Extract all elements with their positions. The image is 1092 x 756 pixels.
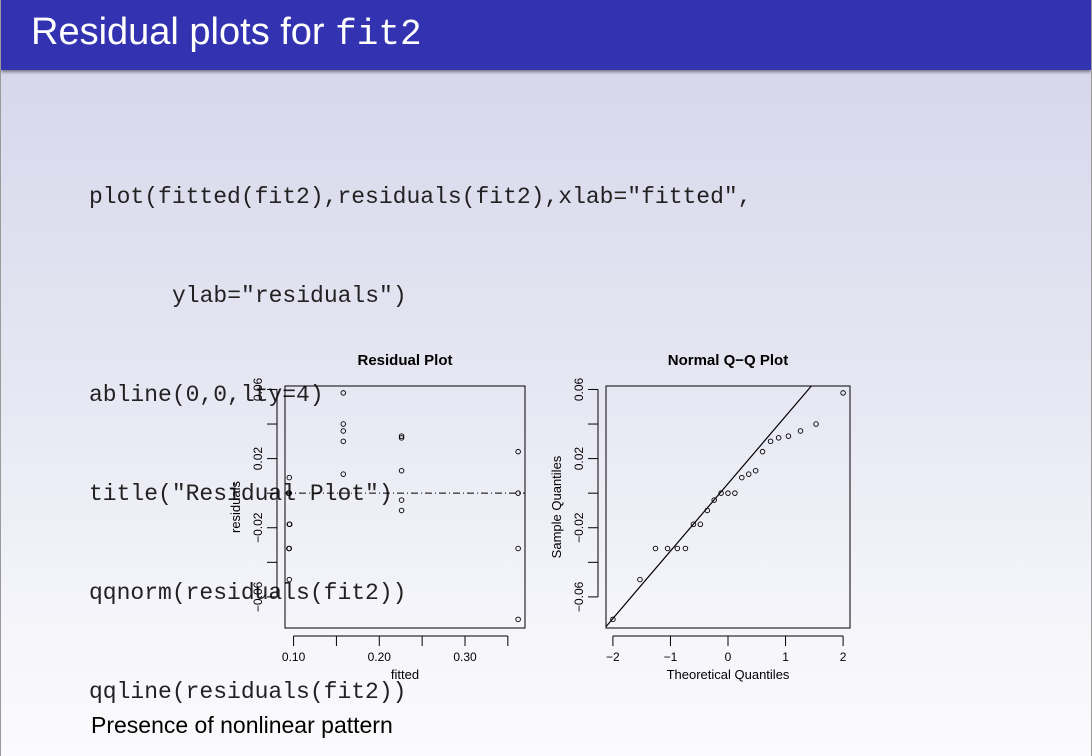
residual-plot-point bbox=[398, 507, 405, 514]
code-line: ylab="residuals") bbox=[172, 283, 407, 309]
residual-plot-point bbox=[286, 576, 293, 583]
qq-plot-point bbox=[664, 545, 671, 552]
qq-plot-x-tick-label: 1 bbox=[782, 650, 789, 664]
qq-plot-y-tick-label: −0.06 bbox=[572, 581, 586, 612]
residual-plot-x-tick-label: 0.20 bbox=[368, 650, 392, 664]
qq-plot-qq-line bbox=[605, 385, 812, 627]
residual-plot-frame bbox=[284, 385, 526, 629]
residual-plot-point bbox=[515, 545, 521, 552]
residual-plot-point bbox=[286, 545, 292, 552]
residual-plot-point bbox=[340, 438, 347, 445]
qq-plot-point bbox=[785, 433, 792, 439]
qq-plot-point bbox=[682, 545, 689, 552]
plots-svg: Residual Plot 0.10 0.20 0.30 −0.06 −0.02 0.02 0… bbox=[228, 352, 851, 682]
r-plot-figure: Residual Plot 0.10 0.20 0.30 −0.06 −0.02 0.02 0… bbox=[221, 338, 871, 693]
residual-plot-point bbox=[340, 428, 347, 434]
qq-plot-point bbox=[652, 545, 659, 552]
qq-plot-point bbox=[745, 471, 752, 477]
qq-plot-point bbox=[732, 490, 738, 496]
code-block: plot(fitted(fit2),residuals(fit2),xlab="… bbox=[89, 115, 752, 756]
qq-plot-x-tick-label: 0 bbox=[725, 650, 732, 664]
qq-plot-point bbox=[840, 390, 846, 396]
qq-plot-title: Normal Q−Q Plot bbox=[668, 352, 788, 369]
qq-plot-point bbox=[704, 507, 711, 514]
residual-plot-point bbox=[285, 490, 292, 496]
residual-plot-x-axis-label: fitted bbox=[391, 667, 419, 682]
residual-plot-point bbox=[340, 471, 347, 477]
code-line: title("Residual Plot") bbox=[89, 481, 393, 507]
residual-plot-x-tick-label: 0.10 bbox=[282, 650, 306, 664]
residual-plot-x-tick-label: 0.30 bbox=[453, 650, 477, 664]
qq-plot-point bbox=[759, 448, 766, 455]
qq-plot-y-tick-label: 0.02 bbox=[572, 447, 586, 471]
residual-plot-point bbox=[286, 521, 293, 528]
residual-plot-point bbox=[340, 390, 347, 396]
qq-plot-point bbox=[725, 490, 731, 496]
qq-plot-x-axis-label: Theoretical Quantiles bbox=[667, 667, 790, 682]
residual-plot-y-tick-label: −0.06 bbox=[251, 581, 265, 612]
qq-plot-x-tick-label: −2 bbox=[606, 650, 620, 664]
slide-title-text: Residual plots for bbox=[31, 11, 336, 53]
qq-plot-y-tick-label: −0.02 bbox=[572, 512, 586, 543]
qq-plot-point bbox=[767, 438, 774, 445]
residual-plot-point bbox=[398, 435, 405, 441]
residual-plot-point bbox=[515, 448, 521, 455]
residual-plot-y-tick-label: 0.02 bbox=[251, 447, 265, 471]
qq-plot-point bbox=[775, 435, 782, 441]
qq-plot-point bbox=[711, 497, 717, 503]
residual-plot-point bbox=[286, 474, 293, 481]
qq-plot-point bbox=[697, 521, 704, 528]
slide-title-code: fit2 bbox=[335, 14, 422, 55]
qq-plot-x-tick-label: 2 bbox=[840, 650, 847, 664]
qq-plot-point bbox=[813, 421, 819, 427]
residual-plot-y-tick-label: 0.06 bbox=[251, 377, 265, 401]
residual-plot-point bbox=[515, 616, 521, 623]
qq-plot-point bbox=[797, 428, 804, 434]
caption: Presence of nonlinear pattern bbox=[91, 712, 393, 738]
qq-plot-point bbox=[718, 490, 724, 496]
residual-plot-title: Residual Plot bbox=[357, 352, 452, 369]
qq-plot-point bbox=[690, 521, 697, 528]
qq-plot-point bbox=[637, 576, 643, 583]
qq-plot-point bbox=[610, 616, 616, 623]
residual-plot-point bbox=[340, 421, 347, 427]
residual-plot-y-tick-label: −0.02 bbox=[251, 512, 265, 543]
residual-plot-point bbox=[398, 497, 405, 503]
code-line: plot(fitted(fit2),residuals(fit2),xlab="… bbox=[89, 184, 752, 210]
qq-plot-y-axis-label: Sample Quantiles bbox=[549, 455, 564, 558]
residual-plot-point bbox=[398, 433, 405, 439]
qq-plot-y-tick-label: 0.06 bbox=[572, 377, 586, 401]
code-line: qqnorm(residuals(fit2)) bbox=[89, 580, 407, 606]
qq-plot-point bbox=[752, 467, 759, 474]
residual-plot-point bbox=[398, 467, 405, 474]
qq-plot-point bbox=[739, 474, 745, 481]
qq-plot-x-tick-label: −1 bbox=[664, 650, 678, 664]
residual-plot-point bbox=[515, 490, 521, 496]
qq-plot-frame bbox=[605, 385, 851, 629]
qq-plot-point bbox=[674, 545, 681, 552]
slide-title: Residual plots for fit2 bbox=[31, 11, 422, 55]
title-bar: Residual plots for fit2 bbox=[1, 0, 1091, 70]
code-line: qqline(residuals(fit2)) bbox=[89, 679, 407, 705]
residual-plot-y-axis-label: residuals bbox=[228, 480, 243, 533]
